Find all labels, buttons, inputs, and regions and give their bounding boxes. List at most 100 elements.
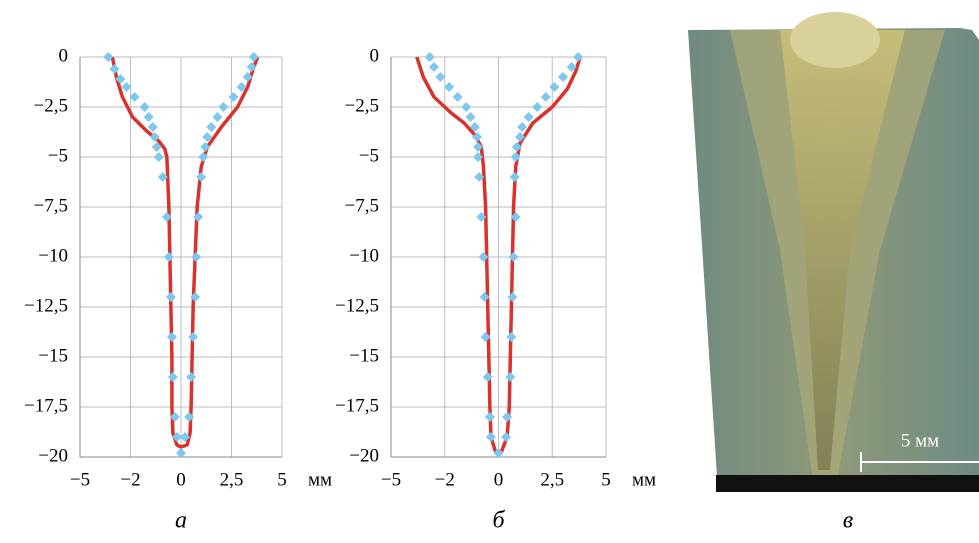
y-tick-label: −2,5 [34, 95, 68, 116]
x-tick-label: 2,5 [540, 469, 564, 490]
x-tick-label: 0 [176, 469, 186, 490]
point [465, 112, 476, 122]
point [484, 412, 495, 422]
point [165, 292, 176, 302]
point [474, 172, 485, 182]
point [510, 152, 521, 162]
x-axis-label: мм [308, 469, 332, 490]
y-tick-label: −17,5 [24, 395, 68, 416]
point [540, 92, 551, 102]
point [198, 152, 209, 162]
panel-label: в [843, 508, 853, 534]
point [532, 102, 543, 112]
point [515, 132, 525, 142]
panel-label: б [492, 508, 505, 534]
point [480, 332, 491, 342]
point [147, 122, 158, 132]
point [424, 52, 435, 62]
line [110, 56, 260, 449]
chart: 0−2,5−5−7,5−10−12,5−15−17,5−20−5 −2 0 2,5 5 м… [24, 45, 332, 533]
chart: 0−2,5−5−7,5−10−12,5−15−17,5−20−5 −2 0 2,5 5 м… [335, 45, 656, 533]
y-tick-label: −12,5 [335, 295, 379, 316]
y-tick-label: 0 [59, 45, 69, 66]
point [121, 82, 132, 92]
x-tick-label: 0 [494, 469, 504, 490]
point [444, 82, 455, 92]
point [242, 72, 253, 82]
point [476, 212, 487, 222]
point [509, 172, 520, 182]
x-tick-label: −5 [381, 469, 401, 490]
photo-cap [790, 12, 880, 68]
point [478, 252, 489, 262]
point [196, 172, 207, 182]
y-tick-label: −7,5 [345, 195, 379, 216]
point [193, 212, 204, 222]
point [228, 92, 239, 102]
photo: 5 мм [688, 12, 979, 492]
point [157, 172, 168, 182]
point [176, 448, 186, 458]
point [566, 62, 577, 72]
point [479, 292, 490, 302]
point [502, 412, 513, 422]
point [452, 92, 463, 102]
point [549, 82, 560, 92]
point [149, 132, 160, 142]
y-tick-label: −10 [349, 245, 379, 266]
point [473, 142, 484, 152]
point [200, 142, 211, 152]
point [506, 332, 517, 342]
point [129, 92, 140, 102]
point [115, 74, 126, 84]
point [202, 132, 213, 142]
point [558, 72, 568, 82]
point [473, 152, 484, 162]
point [461, 102, 472, 112]
point [482, 372, 493, 382]
y-tick-label: −5 [359, 145, 379, 166]
point [511, 142, 522, 152]
point [212, 112, 223, 122]
point [573, 52, 584, 62]
point [191, 252, 202, 262]
y-tick-label: −2,5 [345, 95, 379, 116]
point [184, 412, 195, 422]
photo-bottom [716, 475, 979, 492]
point [190, 292, 201, 302]
point [206, 122, 217, 132]
point [103, 52, 114, 62]
point [472, 132, 482, 142]
point [218, 102, 229, 112]
y-tick-label: −12,5 [24, 295, 68, 316]
y-tick-label: −15 [38, 345, 68, 366]
point [435, 72, 446, 82]
point [510, 212, 521, 222]
x-axis-label: мм [632, 469, 656, 490]
point [188, 332, 199, 342]
point [139, 102, 150, 112]
panel-label: а [175, 508, 187, 534]
point [429, 62, 439, 72]
x-tick-label: −2 [120, 469, 140, 490]
x-tick-label: 2,5 [220, 469, 244, 490]
point [163, 252, 174, 262]
y-tick-label: −20 [38, 445, 68, 466]
y-tick-label: −10 [38, 245, 68, 266]
x-tick-label: 5 [601, 469, 611, 490]
point [501, 432, 512, 442]
point [493, 448, 504, 458]
y-tick-label: −5 [48, 145, 68, 166]
point [143, 112, 154, 122]
x-tick-label: −2 [435, 469, 455, 490]
point [151, 142, 162, 152]
point [507, 292, 518, 302]
y-tick-label: −20 [349, 445, 379, 466]
y-tick-label: −7,5 [34, 195, 68, 216]
x-tick-label: −5 [70, 469, 90, 490]
y-tick-label: −15 [349, 345, 379, 366]
point [248, 52, 259, 62]
photo-core [780, 30, 905, 470]
point [505, 372, 516, 382]
